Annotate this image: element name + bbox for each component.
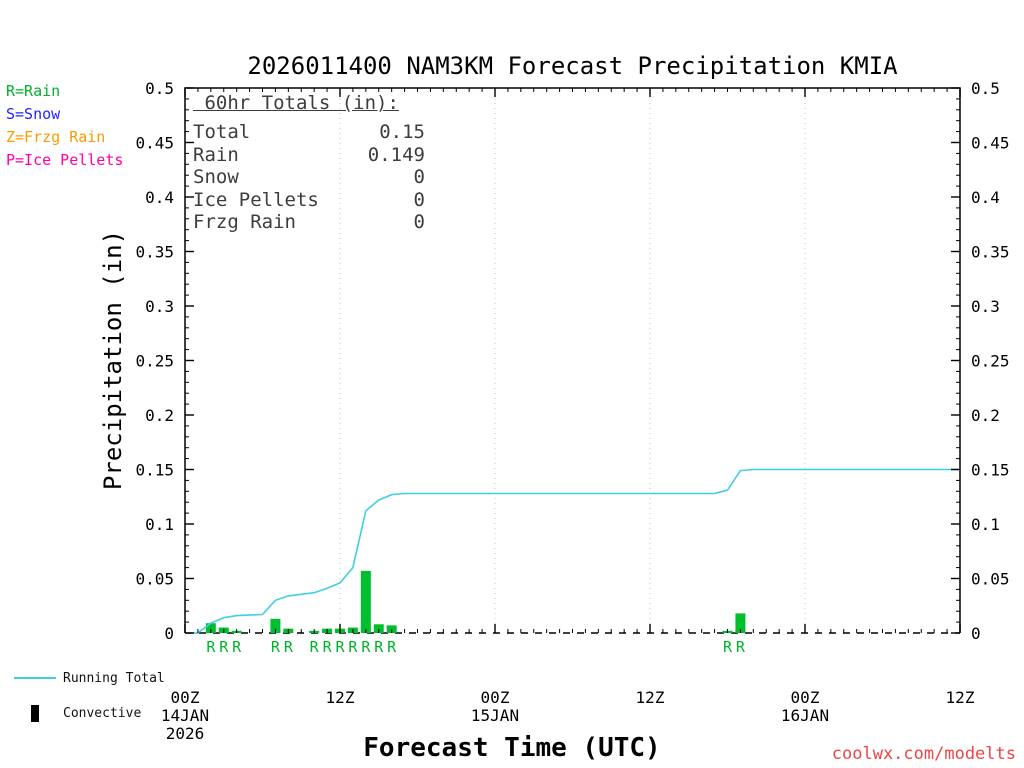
- svg-text:0.05: 0.05: [971, 570, 1010, 589]
- totals-row-value: 0.15: [379, 121, 425, 143]
- svg-text:R: R: [206, 638, 216, 656]
- totals-row-total: Total 0.15: [193, 121, 425, 144]
- convective-label: Convective: [63, 705, 142, 721]
- svg-text:00Z: 00Z: [171, 688, 200, 707]
- svg-text:0.45: 0.45: [135, 134, 174, 153]
- totals-row-value: 0: [413, 188, 425, 211]
- svg-text:15JAN: 15JAN: [471, 706, 519, 725]
- svg-text:R: R: [736, 638, 746, 656]
- legend-convective: Convective: [12, 701, 165, 725]
- totals-row-label: Snow: [193, 166, 239, 188]
- running-total-line-swatch: [14, 677, 56, 679]
- svg-text:R: R: [348, 638, 358, 656]
- chart-title: 2026011400 NAM3KM Forecast Precipitation…: [247, 52, 898, 80]
- svg-text:R: R: [361, 638, 371, 656]
- rain-bars: [205, 570, 746, 633]
- totals-box: 60hr Totals (in): Total 0.15 Rain 0.149 …: [193, 92, 425, 234]
- svg-text:2026: 2026: [166, 724, 205, 743]
- totals-row-value: 0: [413, 211, 425, 233]
- svg-text:R: R: [284, 638, 294, 656]
- svg-text:R: R: [232, 638, 242, 656]
- svg-text:0.2: 0.2: [971, 406, 1000, 425]
- svg-text:00Z: 00Z: [791, 688, 820, 707]
- svg-text:0.4: 0.4: [971, 188, 1000, 207]
- svg-text:R: R: [323, 638, 333, 656]
- totals-header: 60hr Totals (in):: [193, 92, 399, 114]
- svg-text:0.5: 0.5: [145, 79, 174, 98]
- svg-text:0.45: 0.45: [971, 134, 1010, 153]
- running-total-line: [185, 468, 960, 634]
- totals-row-ice-pellets: Ice Pellets 0: [193, 189, 425, 212]
- svg-text:0.05: 0.05: [135, 570, 174, 589]
- svg-text:0.1: 0.1: [145, 515, 174, 534]
- svg-text:0.15: 0.15: [971, 461, 1010, 480]
- totals-row-value: 0.149: [367, 143, 425, 166]
- gridlines: [339, 88, 806, 633]
- convective-bar-swatch: [31, 704, 39, 722]
- legend-ice-pellets: P=Ice Pellets: [6, 151, 124, 169]
- svg-text:12Z: 12Z: [636, 688, 665, 707]
- svg-text:0.25: 0.25: [135, 352, 174, 371]
- svg-text:R: R: [271, 638, 281, 656]
- svg-text:14JAN: 14JAN: [161, 706, 209, 725]
- svg-text:0.25: 0.25: [971, 352, 1010, 371]
- axis-ticks: [184, 87, 961, 634]
- watermark-text: coolwx.com/modelts: [831, 744, 1016, 764]
- svg-text:0: 0: [164, 624, 174, 643]
- totals-row-label: Total: [193, 121, 251, 143]
- svg-text:0.5: 0.5: [971, 79, 1000, 98]
- svg-text:12Z: 12Z: [946, 688, 975, 707]
- totals-row-label: Rain: [193, 143, 239, 166]
- legend-rain: R=Rain: [6, 82, 61, 100]
- svg-text:R: R: [387, 638, 397, 656]
- svg-text:00Z: 00Z: [481, 688, 510, 707]
- series-legend: Running Total Convective: [12, 666, 165, 736]
- totals-row-value: 0: [413, 166, 425, 188]
- totals-row-label: Ice Pellets: [193, 188, 319, 211]
- svg-text:0.1: 0.1: [971, 515, 1000, 534]
- svg-text:0.3: 0.3: [971, 297, 1000, 316]
- svg-text:16JAN: 16JAN: [781, 706, 829, 725]
- legend-running-total: Running Total: [12, 666, 165, 690]
- svg-text:0.15: 0.15: [135, 461, 174, 480]
- svg-text:R: R: [374, 638, 384, 656]
- svg-text:0.35: 0.35: [971, 243, 1010, 262]
- svg-text:R: R: [310, 638, 320, 656]
- totals-row-snow: Snow 0: [193, 166, 425, 189]
- totals-row-rain: Rain 0.149: [193, 144, 425, 167]
- running-total-label: Running Total: [63, 670, 165, 686]
- legend-frzg-rain: Z=Frzg Rain: [6, 128, 106, 146]
- svg-text:0.3: 0.3: [145, 297, 174, 316]
- svg-text:0.4: 0.4: [145, 188, 174, 207]
- svg-text:0.35: 0.35: [135, 243, 174, 262]
- precip-type-legend: R=Rain S=Snow Z=Frzg Rain P=Ice Pellets: [6, 80, 123, 172]
- svg-text:R: R: [723, 638, 733, 656]
- svg-text:12Z: 12Z: [326, 688, 355, 707]
- legend-snow: S=Snow: [6, 105, 61, 123]
- svg-text:R: R: [335, 638, 345, 656]
- totals-row-frzg-rain: Frzg Rain 0: [193, 211, 425, 234]
- svg-text:0: 0: [971, 624, 981, 643]
- totals-row-label: Frzg Rain: [193, 211, 296, 233]
- x-axis-title: Forecast Time (UTC): [363, 733, 661, 763]
- svg-text:0.2: 0.2: [145, 406, 174, 425]
- svg-text:R: R: [219, 638, 229, 656]
- y-tick-labels: 0 00.05 0.050.1 0.10.15 0.150.2 0.20.25 0.250.…: [135, 79, 1009, 643]
